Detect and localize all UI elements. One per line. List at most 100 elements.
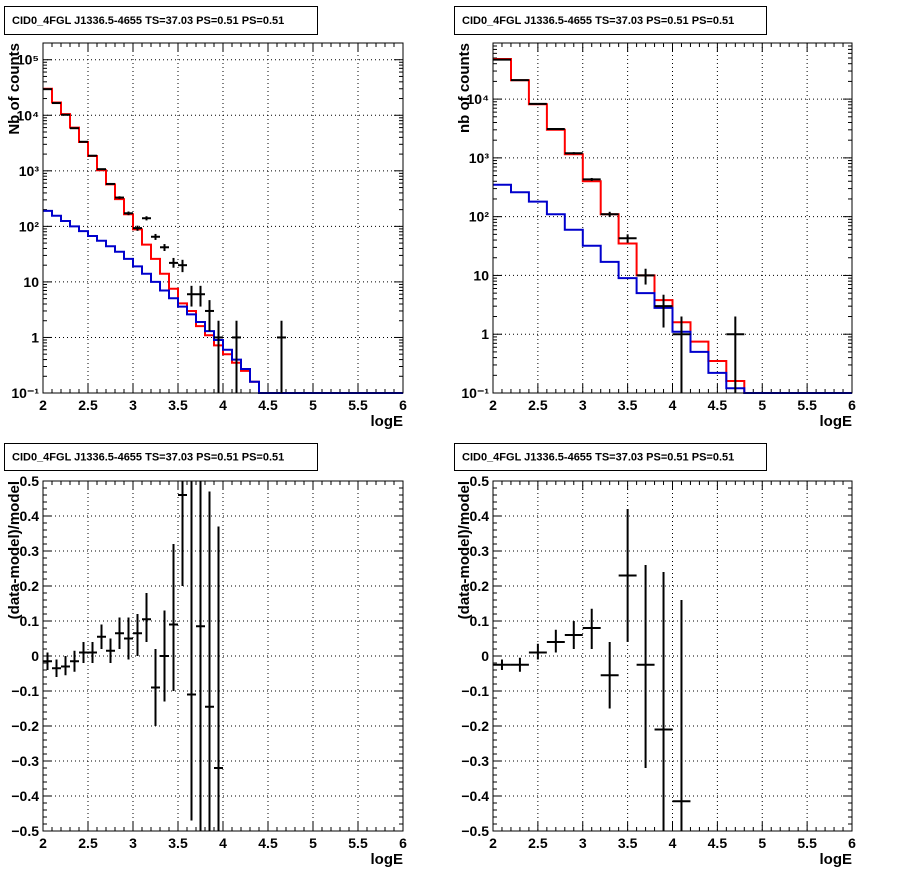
x-tick-label: 4.5 [258, 835, 278, 851]
data-point [61, 656, 70, 676]
data-point [79, 140, 88, 143]
data-point [106, 182, 115, 185]
data-point [636, 268, 655, 285]
x-tick-label: 5 [758, 835, 766, 851]
data-point [151, 649, 160, 726]
y-tick-label: 0 [31, 648, 39, 664]
x-tick-label: 5.5 [797, 397, 817, 413]
data-point [205, 300, 214, 332]
data-point [79, 642, 88, 663]
data-point [564, 621, 583, 649]
data-point [88, 642, 97, 663]
y-tick-label: −0.4 [11, 788, 39, 804]
data-point [151, 233, 160, 240]
x-tick-label: 2.5 [78, 397, 98, 413]
data-point [205, 491, 214, 831]
x-tick-label: 4.5 [708, 835, 728, 851]
data-point [124, 211, 133, 216]
y-tick-label: 0.4 [20, 508, 40, 524]
y-tick-label: −0.2 [461, 718, 489, 734]
x-axis-label: logE [371, 413, 404, 430]
y-tick-label: 10⁵ [17, 52, 39, 68]
x-tick-label: 2 [489, 835, 497, 851]
x-tick-label: 3.5 [618, 397, 638, 413]
data-point [654, 572, 673, 831]
data-point [115, 617, 124, 649]
y-tick-label: 0.5 [470, 473, 490, 489]
data-point [654, 294, 673, 328]
data-point [70, 650, 79, 672]
plot-frame [492, 42, 853, 394]
x-tick-label: 6 [848, 835, 856, 851]
data-point [510, 657, 529, 672]
data-point [528, 643, 547, 660]
y-tick-label: 0.2 [20, 578, 40, 594]
data-point [142, 216, 151, 221]
x-tick-label: 5 [758, 397, 766, 413]
x-tick-label: 3.5 [168, 835, 188, 851]
chart-title: CID0_4FGL J1336.5-4655 TS=37.03 PS=0.51 … [12, 452, 284, 464]
data-point [133, 614, 142, 656]
x-tick-label: 3 [129, 397, 137, 413]
y-tick-label: 0.1 [20, 613, 40, 629]
x-tick-label: 3.5 [618, 835, 638, 851]
y-tick-label: 0.3 [20, 543, 40, 559]
chart-title-box [4, 6, 318, 35]
x-tick-label: 3 [579, 397, 587, 413]
chart-title: CID0_4FGL J1336.5-4655 TS=37.03 PS=0.51 … [12, 15, 284, 27]
data-point [169, 544, 178, 691]
x-axis-label: logE [820, 851, 853, 868]
chart-panel-1: CID0_4FGL J1336.5-4655 TS=37.03 PS=0.51 … [4, 6, 407, 430]
data-point [546, 127, 565, 130]
y-tick-label: 0.2 [470, 578, 490, 594]
x-axis-label: logE [820, 413, 853, 430]
data-point [600, 211, 619, 217]
chart-title-box [454, 443, 767, 471]
data-point [546, 629, 565, 653]
y-tick-label: −0.2 [11, 718, 39, 734]
y-tick-label: 0.1 [470, 613, 490, 629]
data-point [178, 481, 187, 586]
y-tick-label: 10⁴ [467, 91, 490, 107]
y-tick-label: 1 [481, 326, 489, 342]
data-point [618, 509, 637, 642]
y-tick-label: 10² [469, 209, 490, 225]
y-tick-label: 0 [481, 648, 489, 664]
plot-frame [492, 480, 853, 832]
chart-title: CID0_4FGL J1336.5-4655 TS=37.03 PS=0.51 … [462, 15, 734, 27]
x-tick-label: 4 [219, 835, 227, 851]
x-tick-label: 5.5 [348, 397, 368, 413]
chart-panel-2: CID0_4FGL J1336.5-4655 TS=37.03 PS=0.51 … [454, 6, 856, 430]
chart-title: CID0_4FGL J1336.5-4655 TS=37.03 PS=0.51 … [462, 452, 734, 464]
chart-panel-3: CID0_4FGL J1336.5-4655 TS=37.03 PS=0.51 … [4, 443, 407, 868]
data-point [70, 127, 79, 130]
chart-title-box [454, 6, 767, 35]
data-point [187, 285, 196, 307]
y-tick-label: 1 [31, 329, 39, 345]
series-line-2 [43, 209, 403, 394]
data-point [493, 659, 511, 670]
data-point [726, 316, 745, 393]
y-tick-label: −0.3 [11, 753, 39, 769]
data-point [43, 652, 52, 670]
data-point [636, 565, 655, 768]
x-tick-label: 3.5 [168, 397, 188, 413]
y-tick-label: −0.4 [461, 788, 489, 804]
y-tick-label: 10⁴ [17, 107, 40, 123]
y-axis-label: Nb of counts [6, 43, 23, 135]
x-tick-label: 4.5 [258, 397, 278, 413]
plot-frame [42, 480, 404, 832]
data-point [124, 617, 133, 660]
data-point [618, 234, 637, 243]
data-point [582, 608, 601, 649]
x-tick-label: 3 [579, 835, 587, 851]
x-tick-label: 6 [848, 397, 856, 413]
data-point [115, 196, 124, 199]
y-tick-label: −0.1 [461, 683, 489, 699]
x-tick-label: 5.5 [348, 835, 368, 851]
data-point [52, 659, 61, 677]
data-point [187, 481, 196, 821]
data-point [142, 593, 151, 642]
data-point [214, 320, 223, 393]
